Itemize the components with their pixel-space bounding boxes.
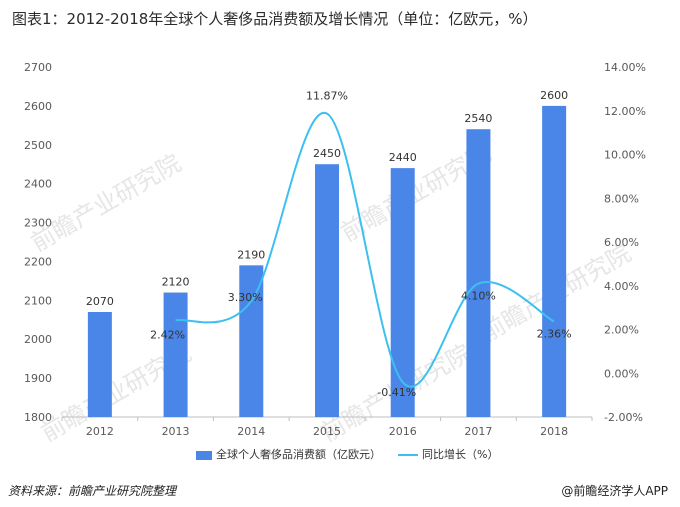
legend-bar: 全球个人奢侈品消费额（亿欧元） (196, 446, 381, 462)
labels-layer: 2070 2120 2190 2450 2440 2540 2600 2.42% 3.30% 11… (86, 89, 572, 399)
legend-line-swatch (398, 454, 418, 456)
x-tick-label: 2012 (86, 425, 114, 438)
bar-value-label: 2070 (86, 295, 114, 308)
chart-title: 图表1：2012-2018年全球个人奢侈品消费额及增长情况（单位：亿欧元，%） (12, 10, 538, 28)
y-right-tick-label: 0.00% (604, 367, 639, 380)
footer-source: 资料来源：前瞻产业研究院整理 (8, 484, 177, 498)
y-left-tick-label: 1900 (24, 372, 52, 385)
y-left-tick-label: 1800 (24, 411, 52, 424)
y-left-tick-label: 2000 (24, 333, 52, 346)
legend-bar-swatch (196, 450, 212, 460)
line-value-label: 2.36% (537, 328, 572, 341)
bars-layer (87, 105, 567, 417)
y-right-tick-label: -2.00% (604, 411, 643, 424)
bar (390, 168, 415, 417)
bar (542, 105, 567, 417)
bar (163, 292, 188, 417)
x-tick-label: 2013 (162, 425, 190, 438)
y-right-tick-label: 2.00% (604, 324, 639, 337)
y-left-tick-label: 2400 (24, 178, 52, 191)
x-tick-label: 2016 (389, 425, 417, 438)
y-right-tick-label: 10.00% (604, 149, 646, 162)
y-right-tick-label: 8.00% (604, 192, 639, 205)
y-left-tick-label: 2100 (24, 294, 52, 307)
axis-layer: 1800 1900 2000 2100 2200 2300 2400 2500 2600 2700… (24, 61, 646, 438)
bar (315, 164, 339, 417)
bar-value-label: 2120 (162, 276, 190, 289)
y-left-tick-label: 2600 (24, 100, 52, 113)
x-tick-label: 2015 (313, 425, 341, 438)
x-tick-label: 2017 (464, 425, 492, 438)
bar-value-label: 2600 (540, 89, 568, 102)
y-right-tick-label: 12.00% (604, 105, 646, 118)
legend-line: 同比增长（%） (398, 446, 498, 462)
line-layer (175, 112, 555, 388)
bar-value-label: 2190 (237, 248, 265, 261)
footer-brand: @前瞻经济学人APP (561, 484, 668, 498)
line-value-label: 11.87% (306, 90, 348, 103)
x-tick-label: 2014 (237, 425, 265, 438)
growth-line (175, 112, 555, 388)
line-value-label: 3.30% (228, 291, 263, 304)
bar (239, 265, 264, 417)
watermark-text: 前瞻产业研究院 (26, 149, 185, 257)
y-left-tick-label: 2300 (24, 217, 52, 230)
bar-value-label: 2450 (313, 147, 341, 160)
legend-line-label: 同比增长（%） (422, 448, 499, 461)
y-right-tick-label: 14.00% (604, 61, 646, 74)
bar-value-label: 2440 (389, 151, 417, 164)
line-value-label: 4.10% (461, 290, 496, 303)
bar (87, 312, 112, 417)
y-left-tick-label: 2700 (24, 61, 52, 74)
bar-value-label: 2540 (464, 112, 492, 125)
bar (466, 129, 491, 417)
y-right-tick-label: 6.00% (604, 236, 639, 249)
line-value-label: 2.42% (150, 328, 185, 341)
y-left-tick-label: 2200 (24, 255, 52, 268)
x-tick-label: 2018 (540, 425, 568, 438)
y-right-tick-label: 4.00% (604, 280, 639, 293)
y-left-tick-label: 2500 (24, 139, 52, 152)
line-value-label: -0.41% (377, 386, 416, 399)
legend-bar-label: 全球个人奢侈品消费额（亿欧元） (216, 448, 381, 461)
